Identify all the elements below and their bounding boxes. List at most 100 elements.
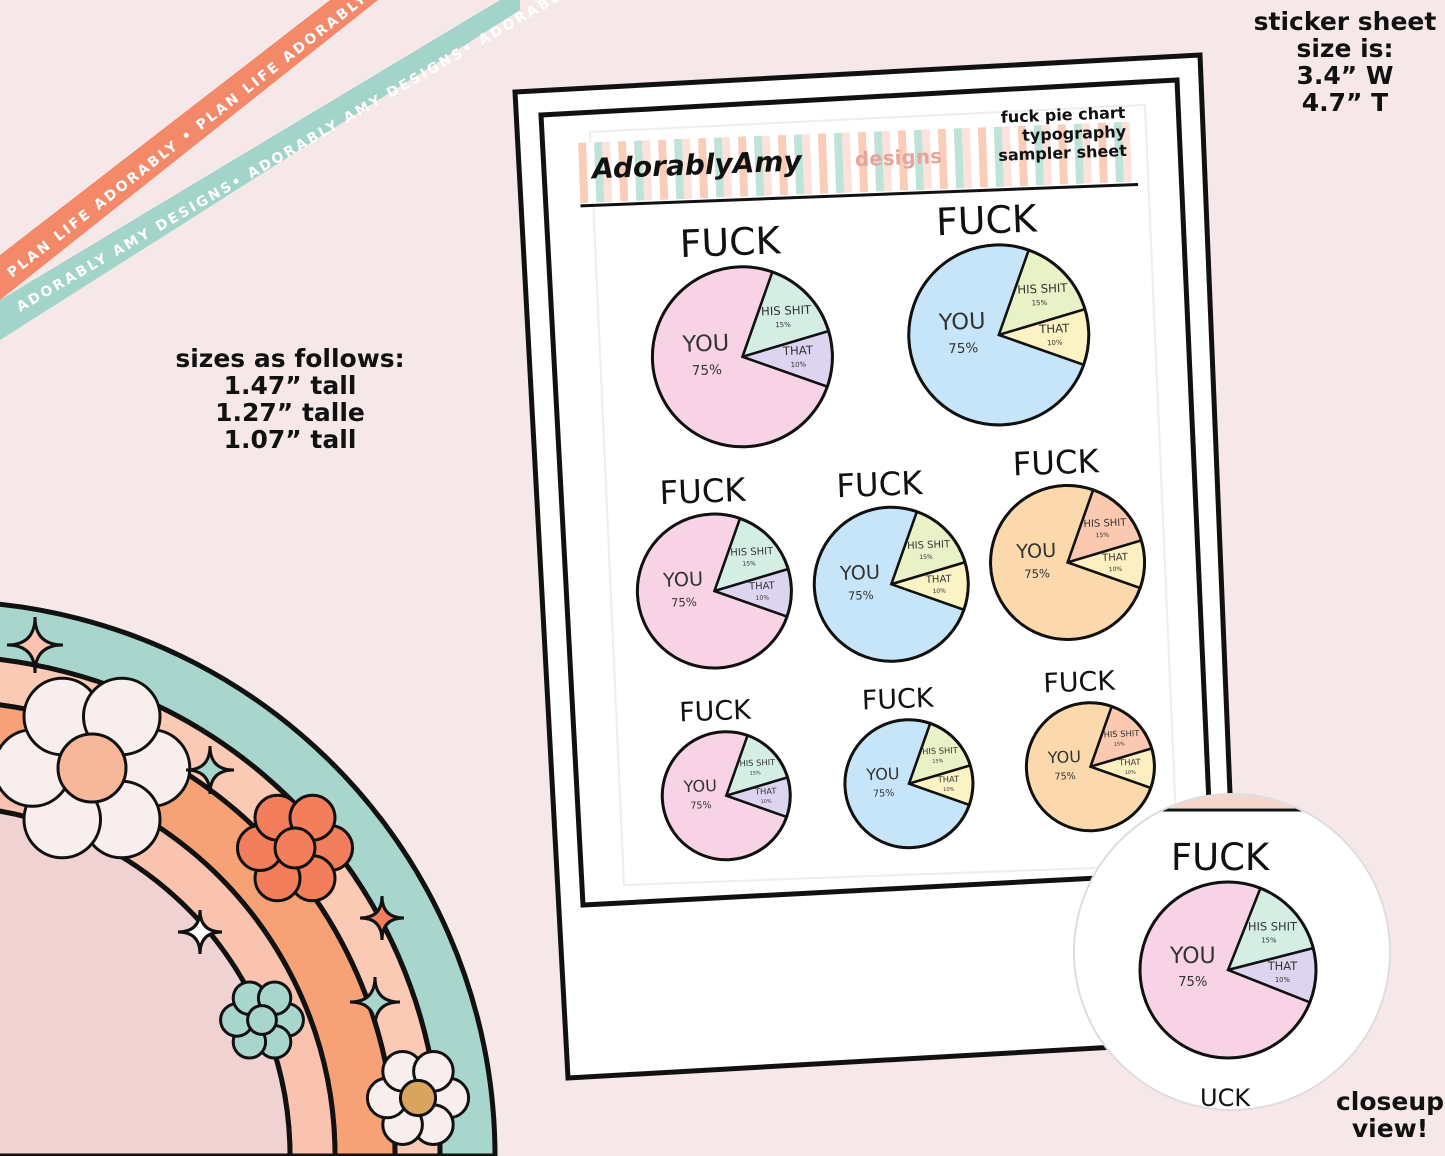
header-stripe bbox=[817, 133, 829, 194]
slice-percent: 75% bbox=[692, 362, 723, 379]
slice-label: YOU bbox=[681, 330, 730, 358]
sticker-title: FUCK bbox=[836, 464, 924, 505]
slice-label: YOU bbox=[662, 567, 704, 592]
slice-percent: 10% bbox=[1047, 338, 1063, 348]
header-stripe bbox=[905, 130, 917, 191]
brand-word: designs bbox=[854, 144, 942, 171]
sparkle-icon bbox=[6, 616, 64, 674]
header-stripe bbox=[937, 128, 949, 190]
slice-label: THIS SHIT bbox=[753, 303, 813, 319]
header-stripe bbox=[1089, 122, 1100, 184]
header-stripe bbox=[1129, 121, 1140, 182]
header-stripe bbox=[865, 131, 877, 192]
header-stripe bbox=[1033, 125, 1045, 186]
slice-percent: 75% bbox=[690, 800, 712, 812]
sheet-title-line-1: fuck pie chart bbox=[1000, 103, 1126, 127]
header-stripe bbox=[1049, 124, 1061, 185]
closeup-label: closeup view! bbox=[1335, 1088, 1445, 1142]
slice-percent: 10% bbox=[932, 588, 946, 596]
header-stripe bbox=[1113, 122, 1124, 183]
slice-percent: 75% bbox=[948, 340, 979, 357]
header-banner bbox=[578, 121, 1140, 203]
header-stripe bbox=[1041, 124, 1053, 186]
sparkle-icon bbox=[359, 895, 405, 941]
header-stripe bbox=[602, 141, 613, 202]
slice-label: THIS SHIT bbox=[733, 757, 776, 769]
header-stripe bbox=[713, 137, 725, 198]
sticker-title: FUCK bbox=[659, 471, 747, 512]
slice-label: THIS SHIT bbox=[1240, 919, 1298, 933]
sticker-title: FUCK bbox=[1171, 836, 1271, 879]
slice-percent: 75% bbox=[873, 788, 895, 800]
rainbow-decoration bbox=[0, 601, 498, 1156]
slice-label: YOU bbox=[1015, 539, 1057, 564]
slice-percent: 10% bbox=[1109, 566, 1123, 574]
header-stripe bbox=[1081, 123, 1093, 184]
header-stripe bbox=[666, 139, 677, 200]
slice-label: THIS SHIT bbox=[1097, 728, 1140, 740]
slice-percent: 10% bbox=[756, 594, 770, 602]
slice-percent: 75% bbox=[848, 588, 874, 603]
sparkle-icon bbox=[349, 976, 401, 1028]
header-stripe bbox=[729, 136, 741, 198]
header-stripe bbox=[809, 133, 821, 194]
sheet-title-line-2: typography bbox=[1022, 122, 1127, 145]
header-stripe bbox=[1057, 124, 1069, 185]
header-stripe bbox=[841, 132, 853, 193]
sticker-title: FUCK bbox=[935, 196, 1038, 244]
header-stripe bbox=[745, 136, 757, 197]
sheet-size-line: sticker sheet bbox=[1253, 7, 1437, 36]
slice-label: THAT bbox=[1101, 552, 1129, 564]
header-stripe bbox=[785, 134, 797, 195]
header-stripe bbox=[825, 133, 837, 194]
header-stripe bbox=[1001, 126, 1013, 187]
sticker-title: FUCK bbox=[679, 695, 753, 729]
header-stripe bbox=[658, 139, 669, 200]
slice-label: YOU bbox=[839, 561, 881, 586]
slice-percent: 15% bbox=[775, 320, 791, 330]
header-stripe bbox=[921, 129, 933, 190]
header-stripe bbox=[777, 134, 789, 196]
header-stripe bbox=[1009, 126, 1021, 187]
flower-icon bbox=[236, 793, 354, 903]
header-stripe bbox=[857, 131, 869, 193]
sticker-title: FUCK bbox=[1012, 442, 1100, 483]
header-stripe bbox=[945, 128, 957, 189]
header-stripe bbox=[801, 134, 813, 195]
size-line: 1.27” talle bbox=[215, 398, 365, 427]
flower-icon bbox=[0, 676, 192, 860]
slice-label: YOU bbox=[937, 308, 986, 336]
header-stripe bbox=[618, 141, 629, 202]
sticker-title: FUCK bbox=[861, 683, 935, 717]
slice-label: YOU bbox=[865, 764, 900, 784]
sizes-info: sizes as follows: 1.47” tall 1.27” talle… bbox=[170, 345, 410, 453]
slice-label: YOU bbox=[682, 776, 717, 796]
header-stripe bbox=[897, 130, 909, 191]
slice-label: THIS SHIT bbox=[1009, 281, 1069, 297]
sparkle-icon bbox=[177, 909, 223, 955]
header-stripe bbox=[753, 135, 765, 197]
sheet-size-info: sticker sheet size is: 3.4” W 4.7” T bbox=[1245, 8, 1445, 116]
header-stripe bbox=[650, 139, 661, 201]
slice-percent: 15% bbox=[1261, 936, 1277, 944]
header-stripe bbox=[833, 132, 845, 194]
sheet-size-line: 4.7” T bbox=[1301, 88, 1389, 117]
slice-label: THAT bbox=[754, 786, 778, 797]
slice-label: THAT bbox=[1038, 321, 1071, 336]
header-stripe bbox=[634, 140, 645, 201]
closeup-view: FUCK THIS SHIT 15% THAT 10% YOU 75% UCK bbox=[1073, 793, 1391, 1111]
header-stripe bbox=[594, 142, 605, 203]
size-line: 1.47” tall bbox=[223, 371, 357, 400]
header-stripe bbox=[1121, 121, 1132, 183]
slice-percent: 15% bbox=[932, 758, 944, 764]
header-stripe bbox=[913, 129, 925, 191]
slice-label: YOU bbox=[1046, 747, 1081, 767]
header-stripe bbox=[953, 128, 965, 189]
header-stripe bbox=[682, 138, 693, 199]
slice-percent: 15% bbox=[750, 770, 762, 776]
